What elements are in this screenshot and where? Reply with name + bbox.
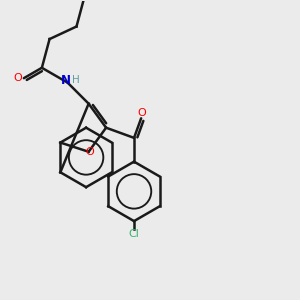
Text: Cl: Cl — [129, 230, 140, 239]
Text: H: H — [72, 75, 80, 85]
Text: O: O — [138, 108, 146, 118]
Text: O: O — [86, 147, 94, 157]
Text: N: N — [61, 74, 71, 87]
Text: O: O — [13, 73, 22, 83]
